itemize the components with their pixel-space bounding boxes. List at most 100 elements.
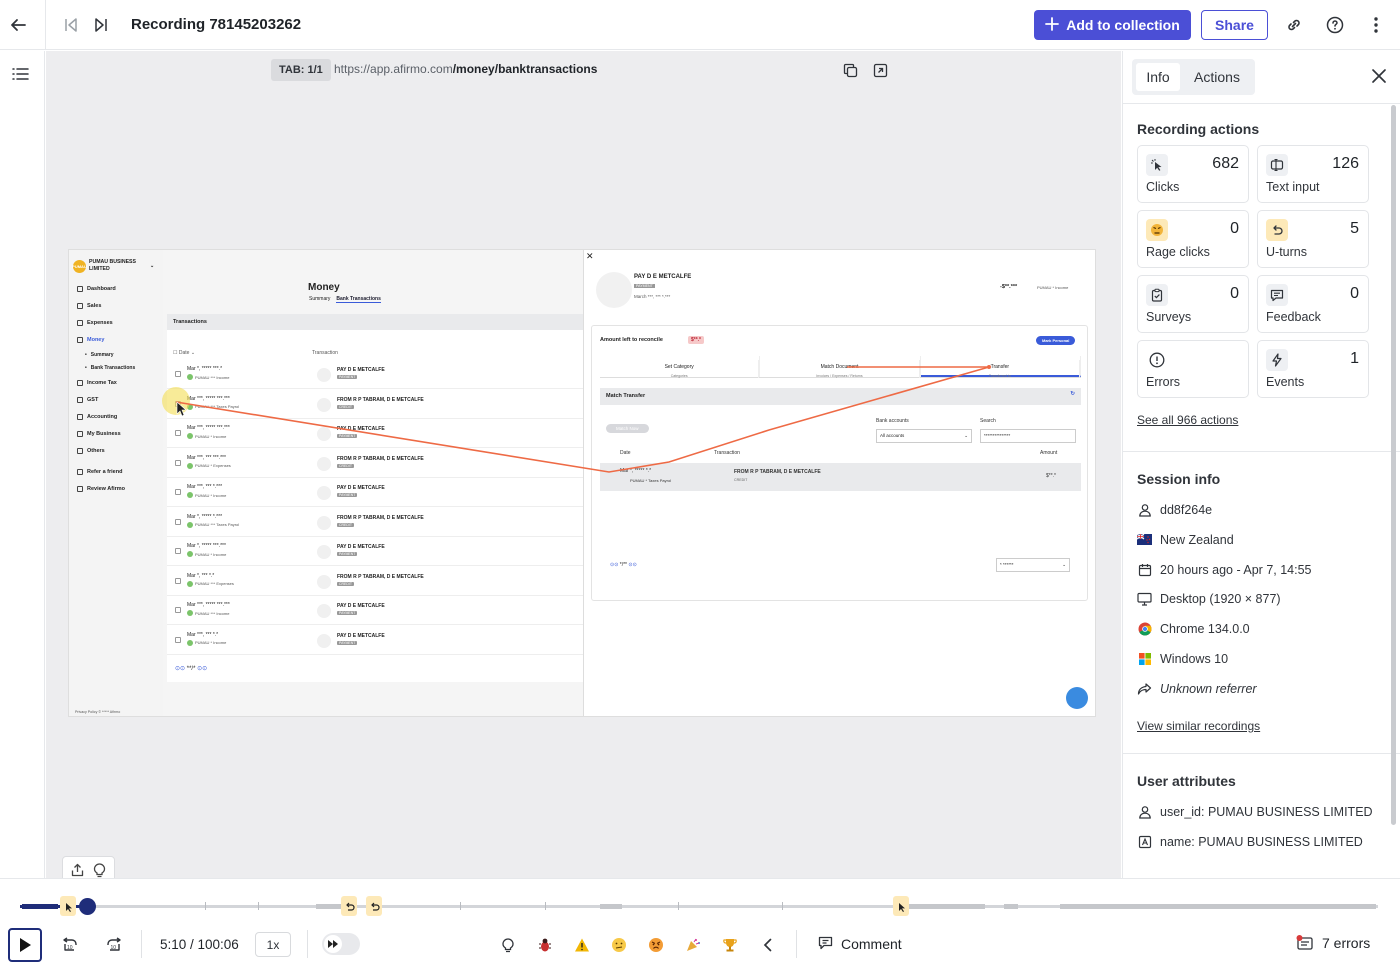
forward-10-icon[interactable]: 10 (103, 933, 125, 955)
click-event-marker-icon[interactable] (893, 896, 909, 916)
comment-button[interactable]: Comment (818, 935, 902, 953)
timeline-tick (678, 902, 679, 910)
action-card-feedback[interactable]: 0 Feedback (1257, 275, 1369, 333)
skip-inactivity-toggle[interactable] (322, 933, 360, 955)
session-info-text: dd8f264e (1160, 503, 1213, 517)
plus-icon (1045, 16, 1060, 34)
tab-info[interactable]: Info (1136, 63, 1180, 91)
replay-nav-item: Others (75, 442, 161, 459)
close-icon[interactable] (1369, 66, 1389, 86)
replay-nav-icon (77, 485, 83, 492)
action-label: Surveys (1146, 310, 1192, 324)
replay-row-category: PUMAU *** Income (187, 610, 229, 616)
link-icon[interactable] (1281, 12, 1307, 38)
more-options-icon[interactable] (1363, 12, 1389, 38)
replay-row-tag: CREDIT (337, 522, 355, 527)
replay-row-date: Mar *, ***** *.*** (187, 513, 223, 520)
copy-icon[interactable] (840, 60, 860, 80)
confused-face-icon[interactable] (608, 934, 630, 956)
info-panel: Info Actions Recording actions 682 Clicks… (1122, 51, 1400, 878)
replay-detail-tag: PAYMENT (634, 284, 655, 288)
u-turn-icon (1266, 219, 1288, 241)
u-turn-marker-icon[interactable] (366, 896, 382, 916)
replay-nav-item: Expenses (75, 314, 161, 331)
back-arrow-icon[interactable] (5, 12, 31, 38)
feedback-icon (1266, 284, 1288, 306)
replay-row-tag: PAYMENT (337, 434, 358, 438)
angry-face-icon[interactable] (645, 934, 667, 956)
session-info-row: Desktop (1920 × 877) (1137, 590, 1281, 608)
lightbulb-icon[interactable] (497, 934, 519, 956)
click-event-marker-icon[interactable] (60, 896, 76, 916)
replay-row-category: PUMAU *** Expenses (187, 580, 234, 587)
action-card-u-turns[interactable]: 5 U-turns (1257, 210, 1369, 268)
add-to-collection-button[interactable]: Add to collection (1034, 10, 1191, 40)
list-icon[interactable] (10, 64, 30, 84)
replay-row-checkbox (175, 371, 181, 377)
panel-scrollbar[interactable] (1391, 105, 1396, 825)
replay-nav-icon (77, 302, 83, 309)
replay-search-label: Search (980, 418, 996, 424)
replay-nav-bullet: • (85, 351, 87, 358)
timeline-scrubber[interactable] (79, 898, 97, 915)
replay-row-avatar (317, 574, 331, 589)
url-path: /money/banktransactions (452, 62, 598, 76)
replay-reconcile-tabs: Set Category Categories Match Document Inv… (600, 356, 1081, 378)
play-icon (20, 938, 31, 952)
control-divider (307, 930, 308, 958)
action-card-clicks[interactable]: 682 Clicks (1137, 145, 1249, 203)
open-external-icon[interactable] (870, 60, 890, 80)
action-card-events[interactable]: 1 Events (1257, 340, 1369, 398)
clipboard-check-icon (1146, 284, 1168, 306)
replay-transaction-row: Mar *, ***** ***.*** PUMAU * Income PAY D … (167, 537, 583, 566)
replay-row-category: PUMAU * Income (187, 433, 226, 439)
replay-row-name: PAY D E METCALFE (337, 367, 385, 373)
errors-label: 7 errors (1322, 935, 1371, 951)
page-url[interactable]: https://app.afirmo.com/money/banktransac… (334, 62, 597, 76)
action-card-errors[interactable]: Errors (1137, 340, 1249, 398)
replay-transaction-row: Mar *, ***** *.*** PUMAU *** Taxes Payrol… (167, 508, 583, 537)
trophy-icon[interactable] (719, 934, 741, 956)
svg-text:10: 10 (67, 945, 73, 951)
action-count: 0 (1230, 285, 1239, 302)
replay-viewer: TAB: 1/1 https://app.afirmo.com/money/ba… (46, 51, 1121, 889)
export-icon[interactable] (70, 863, 85, 883)
user-attribute-row: user_id: PUMAU BUSINESS LIMITED (1137, 803, 1373, 821)
rewind-10-icon[interactable]: 10 (59, 933, 81, 955)
play-button[interactable] (8, 928, 42, 962)
share-button[interactable]: Share (1201, 10, 1268, 40)
replay-row-checkbox (175, 607, 181, 613)
replay-row-avatar (317, 427, 331, 441)
party-popper-icon[interactable] (682, 934, 704, 956)
replay-row-tag: PAYMENT (337, 552, 358, 556)
replay-row-name: FROM R P TABRAM, D E METCALFE (337, 396, 424, 403)
replay-row-date: Mar ***, ***** ***.*** (187, 395, 230, 402)
chevron-left-icon[interactable] (757, 934, 779, 956)
action-card-surveys[interactable]: 0 Surveys (1137, 275, 1249, 333)
user-attribute-row: name: PUMAU BUSINESS LIMITED (1137, 833, 1363, 851)
bug-icon[interactable] (534, 934, 556, 956)
recording-actions-title: Recording actions (1137, 121, 1260, 137)
timeline-segment (905, 904, 985, 909)
playback-speed-button[interactable]: 1x (255, 932, 291, 957)
replay-match-cat: PUMAU * Taxes Payrol (630, 478, 672, 483)
replay-reconcile-amount: $**.* (688, 336, 705, 344)
insight-bulb-icon[interactable] (92, 862, 107, 883)
action-label: Events (1266, 375, 1305, 389)
action-card-text-input[interactable]: 126 Text input (1257, 145, 1369, 203)
next-recording-icon[interactable] (88, 12, 114, 38)
help-icon[interactable] (1322, 12, 1348, 38)
u-turn-marker-icon[interactable] (341, 896, 357, 916)
tab-actions[interactable]: Actions (1194, 69, 1240, 85)
see-all-actions-link[interactable]: See all 966 actions (1137, 413, 1239, 427)
action-card-rage-clicks[interactable]: 0 Rage clicks (1137, 210, 1249, 268)
warning-icon[interactable] (571, 934, 593, 956)
previous-recording-icon[interactable] (58, 12, 84, 38)
session-info-title: Session info (1137, 471, 1221, 487)
errors-button[interactable]: 7 errors (1296, 935, 1370, 951)
view-similar-recordings-link[interactable]: View similar recordings (1137, 719, 1261, 733)
replay-row-tag: CREDIT (337, 581, 355, 586)
replay-row-tag: CREDIT (337, 463, 355, 468)
control-divider (141, 930, 142, 958)
timeline-track[interactable] (20, 905, 1378, 908)
